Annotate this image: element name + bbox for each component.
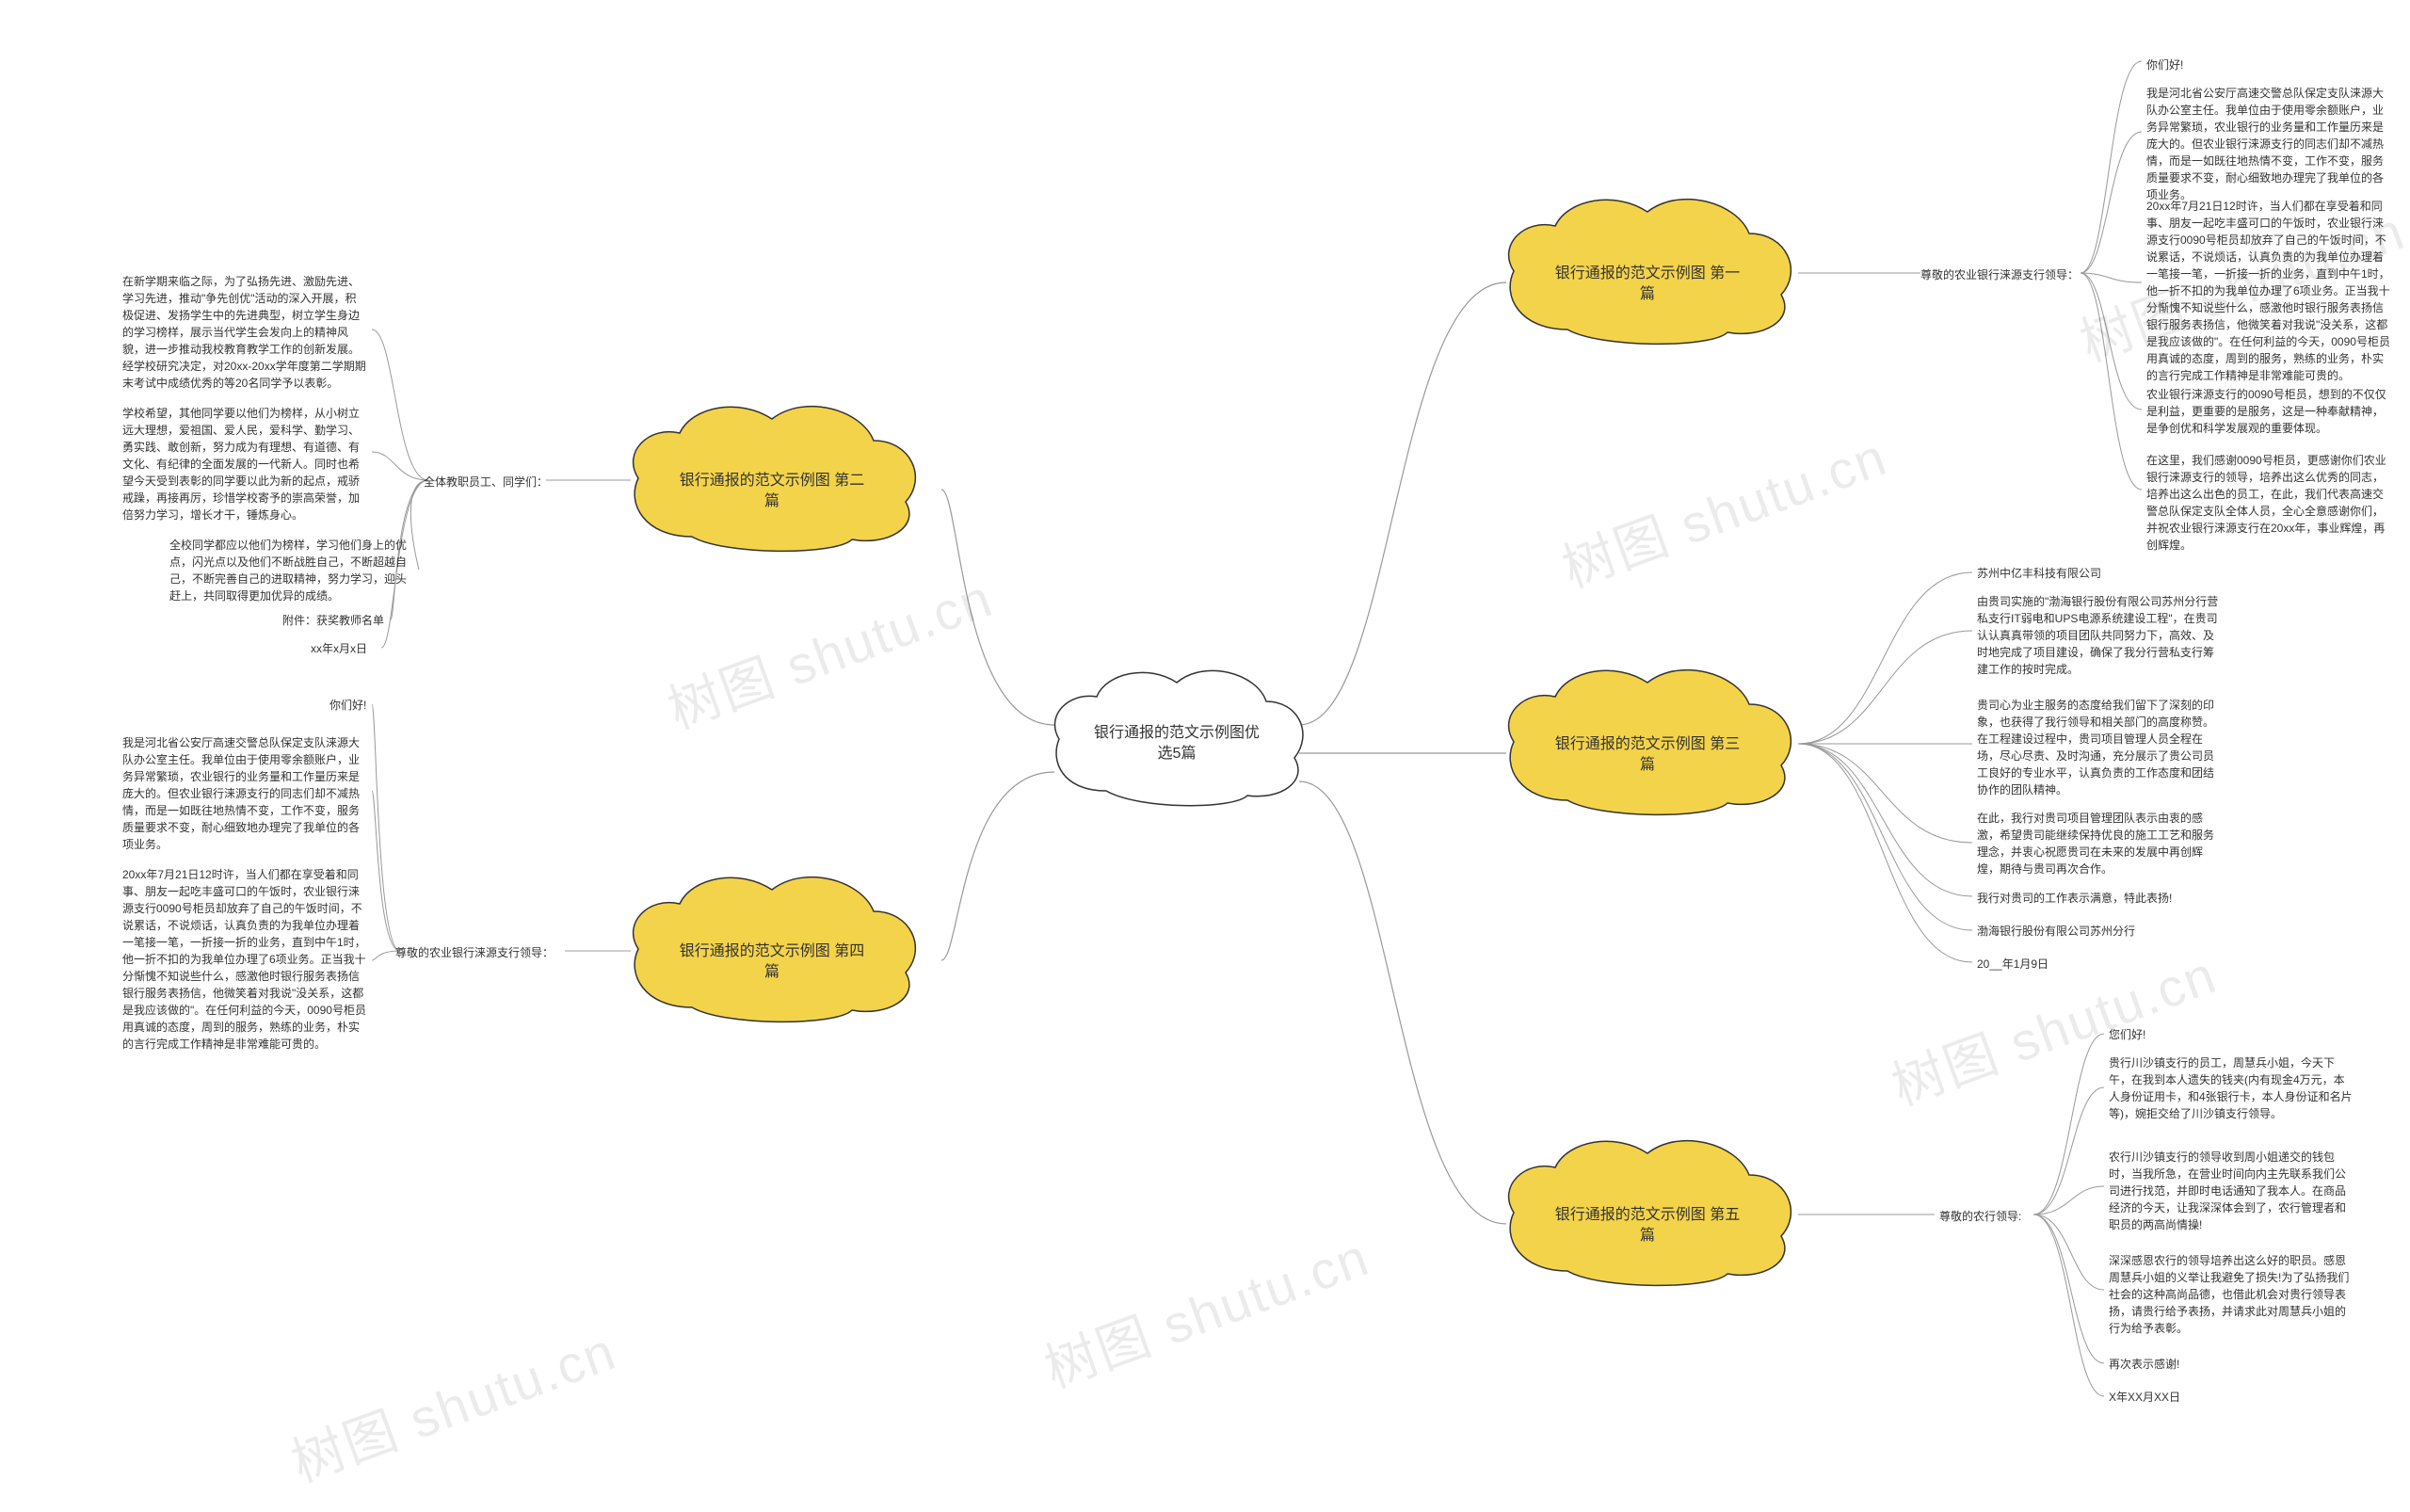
branch-4-label: 银行通报的范文示例图 第四篇: [678, 941, 866, 984]
branch-5-node[interactable]: 银行通报的范文示例图 第五篇: [1487, 1130, 1808, 1299]
leaf-text: 我是河北省公安厅高速交警总队保定支队涞源大队办公室主任。我单位由于使用零余额账户…: [122, 734, 367, 853]
center-label: 银行通报的范文示例图优 选5篇: [1092, 723, 1261, 765]
branch-2-node[interactable]: 银行通报的范文示例图 第二篇: [612, 395, 932, 565]
leaf-text: 深深感恩农行的领导培养出这么好的职员。感恩周慧兵小姐的义举让我避免了损失!为了弘…: [2109, 1252, 2354, 1337]
branch-5-label: 银行通报的范文示例图 第五篇: [1553, 1205, 1742, 1247]
leaf-text: 农行川沙镇支行的领导收到周小姐递交的钱包时，当我所急，在营业时间向内主先联系我们…: [2109, 1149, 2354, 1233]
leaf-text: 再次表示感谢!: [2109, 1356, 2316, 1373]
leaf-text: 贵行川沙镇支行的员工，周慧兵小姐，今天下午，在我到本人遗失的钱夹(内有现金4万元…: [2109, 1054, 2354, 1122]
leaf-text: 学校希望，其他同学要以他们为榜样，从小树立远大理想，爱祖国、爱人民，爱科学、勤学…: [122, 405, 367, 523]
leaf-text: 由贵司实施的"渤海银行股份有限公司苏州分行营私支行IT弱电和UPS电源系统建设工…: [1977, 593, 2222, 678]
leaf-text: 你们好!: [2146, 56, 2354, 73]
branch-2-sublabel: 全体教职员工、同学们：: [424, 474, 548, 490]
leaf-text: 苏州中亿丰科技有限公司: [1977, 565, 2222, 582]
leaf-text: 在新学期来临之际，为了弘扬先进、激励先进、学习先进，推动"争先创优"活动的深入开…: [122, 273, 367, 392]
leaf-text: 全校同学都应以他们为榜样，学习他们身上的优点，闪光点以及他们不断战胜自己，不断超…: [169, 537, 414, 604]
branch-4-node[interactable]: 银行通报的范文示例图 第四篇: [612, 866, 932, 1036]
branch-1-node[interactable]: 银行通报的范文示例图 第一篇: [1487, 188, 1808, 358]
leaf-text: 我行对贵司的工作表示满意，特此表扬!: [1977, 890, 2222, 907]
branch-1-sublabel: 尊敬的农业银行涞源支行领导：: [1920, 266, 2079, 282]
leaf-text: 在此，我行对贵司项目管理团队表示由衷的感激，希望贵司能继续保持优良的施工工艺和服…: [1977, 810, 2222, 877]
leaf-text: 贵司心为业主服务的态度给我们留下了深刻的印象，也获得了我行领导和相关部门的高度称…: [1977, 697, 2222, 798]
leaf-text: 20xx年7月21日12时许，当人们都在享受着和同事、朋友一起吃丰盛可口的午饭时…: [2146, 198, 2391, 384]
leaf-text: 你们好!: [329, 697, 537, 714]
leaf-text: 渤海银行股份有限公司苏州分行: [1977, 923, 2222, 940]
leaf-text: 我是河北省公安厅高速交警总队保定支队涞源大队办公室主任。我单位由于使用零余额账户…: [2146, 85, 2391, 203]
leaf-text: 20xx年7月21日12时许，当人们都在享受着和同事、朋友一起吃丰盛可口的午饭时…: [122, 866, 367, 1053]
leaf-text: X年XX月XX日: [2109, 1389, 2316, 1406]
branch-3-node[interactable]: 银行通报的范文示例图 第三篇: [1487, 659, 1808, 828]
leaf-text: 附件：获奖教师名单: [282, 612, 471, 629]
branch-2-label: 银行通报的范文示例图 第二篇: [678, 471, 866, 513]
leaf-text: xx年x月x日: [311, 640, 499, 657]
leaf-text: 在这里，我们感谢0090号柜员，更感谢你们农业银行涞源支行的领导，培养出这么优秀…: [2146, 452, 2391, 554]
branch-1-label: 银行通报的范文示例图 第一篇: [1553, 264, 1742, 306]
center-node[interactable]: 银行通报的范文示例图优 选5篇: [1036, 659, 1318, 819]
branch-5-sublabel: 尊敬的农行领导:: [1939, 1208, 2021, 1224]
branch-3-label: 银行通报的范文示例图 第三篇: [1553, 734, 1742, 777]
leaf-text: 20__年1月9日: [1977, 956, 2222, 973]
branch-4-sublabel: 尊敬的农业银行涞源支行领导：: [395, 944, 554, 960]
leaf-text: 农业银行涞源支行的0090号柜员，想到的不仅仅是利益，更重要的是服务，这是一种奉…: [2146, 386, 2391, 437]
leaf-text: 您们好!: [2109, 1026, 2316, 1043]
